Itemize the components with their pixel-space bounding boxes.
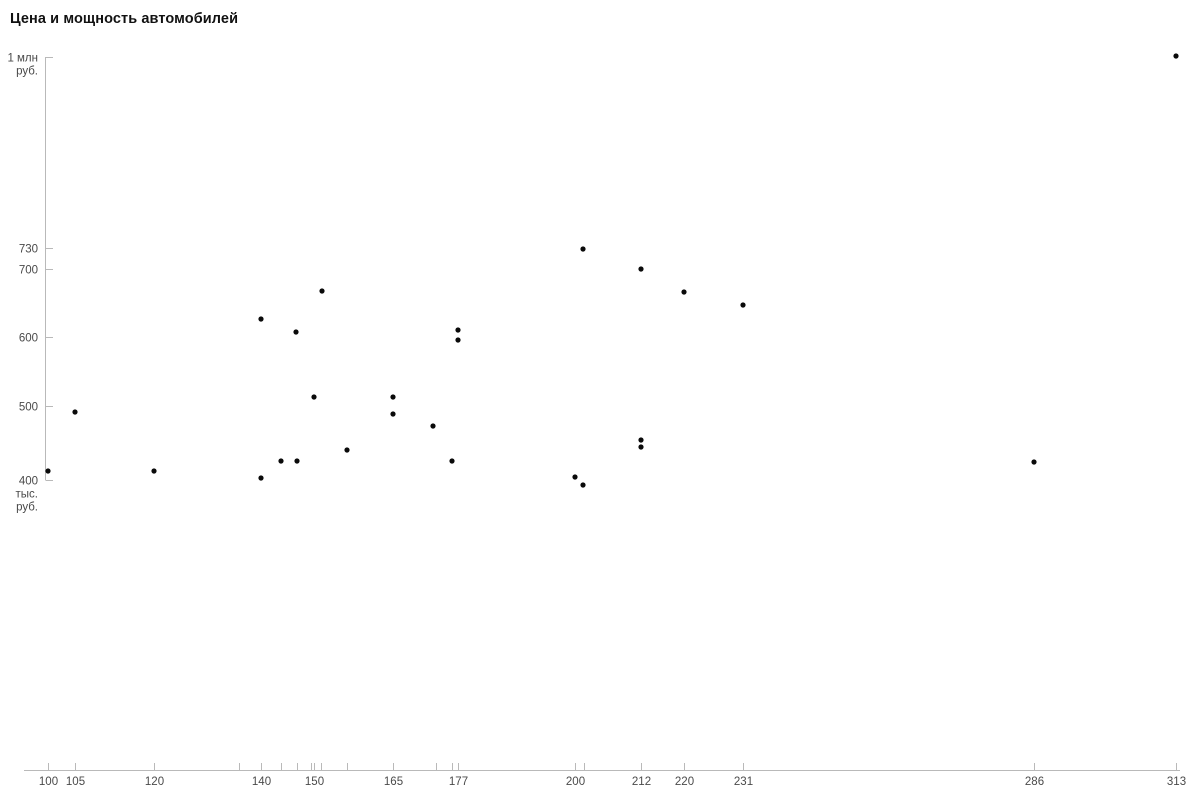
data-point[interactable] — [390, 394, 396, 400]
data-point[interactable] — [455, 337, 461, 343]
data-point[interactable] — [151, 468, 157, 474]
x-axis-ticks: 100 105 120 140 150 165 177 200 212 220 231 286 313 — [39, 763, 1186, 788]
data-point[interactable] — [681, 289, 687, 295]
data-point[interactable] — [319, 288, 325, 294]
x-tick-label: 231 — [734, 776, 753, 788]
data-point[interactable] — [430, 423, 436, 429]
y-axis-unit-bottom-2: руб. — [16, 502, 38, 514]
data-point[interactable] — [45, 468, 51, 474]
data-point[interactable] — [638, 266, 644, 272]
data-point[interactable] — [449, 458, 455, 464]
data-point[interactable] — [1031, 459, 1037, 465]
data-point[interactable] — [740, 302, 746, 308]
data-point[interactable] — [1173, 53, 1179, 59]
data-points-layer — [45, 53, 1179, 488]
x-tick-label: 105 — [66, 776, 85, 788]
data-point[interactable] — [638, 444, 644, 450]
data-point[interactable] — [580, 246, 586, 252]
x-tick-label: 200 — [566, 776, 585, 788]
data-point[interactable] — [278, 458, 284, 464]
data-point[interactable] — [638, 437, 644, 443]
chart-title: Цена и мощность автомобилей — [10, 11, 239, 27]
data-point[interactable] — [572, 474, 578, 480]
y-axis-unit-bottom-1: тыс. — [16, 489, 38, 501]
x-tick-label: 313 — [1167, 776, 1186, 788]
data-point[interactable] — [72, 409, 78, 415]
data-point[interactable] — [293, 329, 299, 335]
x-tick-label: 220 — [675, 776, 694, 788]
data-point[interactable] — [258, 475, 264, 481]
data-point[interactable] — [311, 394, 317, 400]
x-tick-label: 120 — [145, 776, 164, 788]
data-point[interactable] — [390, 411, 396, 417]
y-tick-label: 700 — [19, 265, 38, 277]
x-tick-label: 165 — [384, 776, 403, 788]
x-tick-label: 150 — [305, 776, 324, 788]
y-tick-label: 400 — [19, 476, 38, 488]
y-tick-label: 730 — [19, 244, 38, 256]
x-tick-label: 100 — [39, 776, 58, 788]
x-tick-label: 140 — [252, 776, 271, 788]
data-point[interactable] — [258, 316, 264, 322]
x-tick-label: 286 — [1025, 776, 1044, 788]
y-tick-label: 1 млн — [7, 53, 38, 65]
x-tick-label: 177 — [449, 776, 468, 788]
x-tick-label: 212 — [632, 776, 651, 788]
data-point[interactable] — [455, 327, 461, 333]
y-axis-unit-top: руб. — [16, 66, 38, 78]
data-point[interactable] — [580, 482, 586, 488]
data-point[interactable] — [344, 447, 350, 453]
y-tick-label: 600 — [19, 333, 38, 345]
y-tick-label: 500 — [19, 402, 38, 414]
data-point[interactable] — [294, 458, 300, 464]
